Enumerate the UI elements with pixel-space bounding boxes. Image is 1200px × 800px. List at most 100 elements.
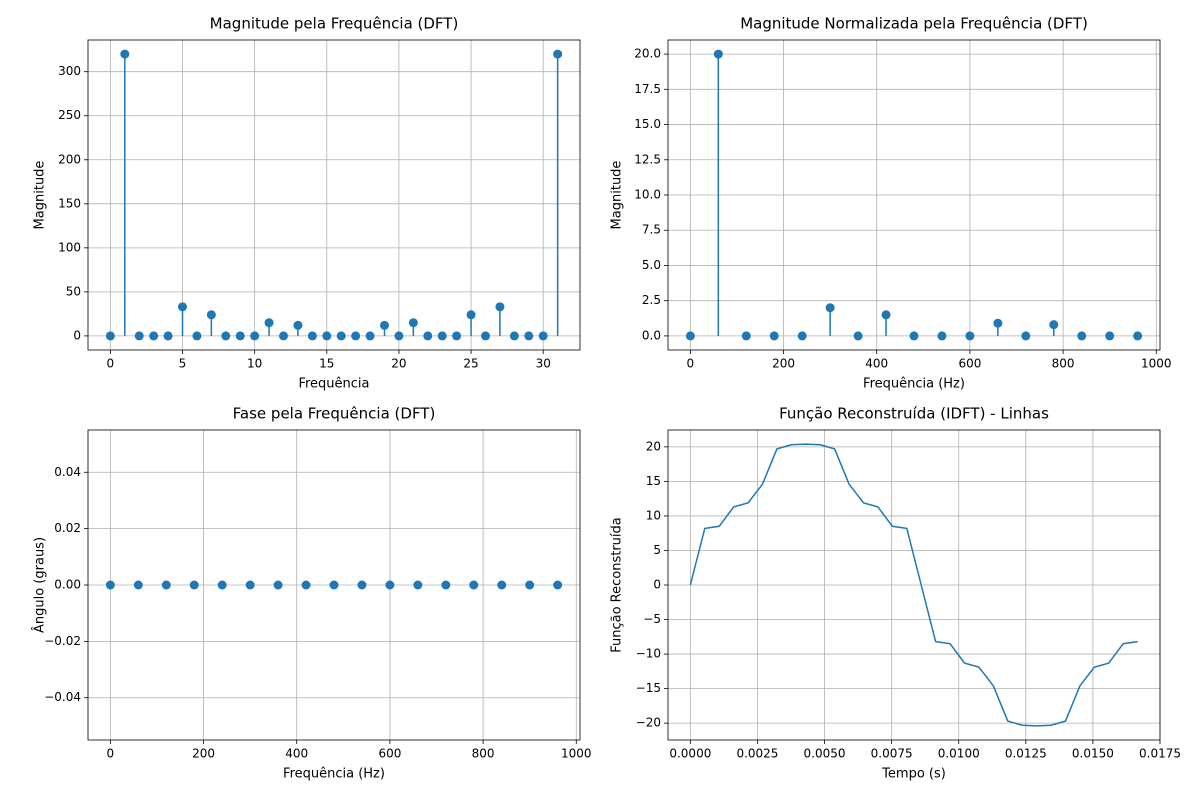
- axes-frame: [667, 39, 1161, 351]
- subplot-title: Função Reconstruída (IDFT) - Linhas: [779, 405, 1049, 423]
- x-axis-label: Frequência (Hz): [283, 767, 385, 782]
- marker: [133, 580, 143, 590]
- y-tick-label: 300: [58, 64, 81, 78]
- y-tick-label: 250: [58, 108, 81, 122]
- marker: [741, 331, 751, 341]
- y-tick-label: 0: [73, 328, 81, 342]
- marker: [329, 580, 339, 590]
- subplot: 0 5 10 15 20 25 30050100150200250300Magnitude …: [33, 15, 581, 392]
- y-tick-label: 10: [646, 508, 661, 522]
- y-tick-label: 5.0: [642, 258, 661, 272]
- marker: [120, 49, 130, 59]
- marker: [937, 331, 947, 341]
- y-tick-label: 200: [58, 152, 81, 166]
- y-tick-label: 20: [646, 439, 661, 453]
- subplot: 0 200 400 600 800 1000 0.0 2.5 5.0 7.5 10.0 12.5 15.…: [610, 15, 1172, 392]
- marker: [379, 320, 389, 330]
- marker: [250, 331, 260, 341]
- marker: [1021, 331, 1031, 341]
- y-tick-label: 0.04: [54, 465, 81, 479]
- x-tick-label: 0: [107, 747, 115, 761]
- x-tick-label: 600: [958, 357, 981, 371]
- marker: [553, 580, 563, 590]
- y-tick-label: −15: [636, 681, 661, 695]
- y-tick-label: 20.0: [634, 47, 661, 61]
- y-axis-label: Função Reconstruída: [610, 517, 625, 653]
- marker: [1105, 331, 1115, 341]
- marker: [538, 331, 548, 341]
- subplot-title: Magnitude Normalizada pela Frequência (D…: [740, 15, 1088, 33]
- marker: [553, 49, 563, 59]
- y-tick-label: 0.0: [642, 328, 661, 342]
- marker: [769, 331, 779, 341]
- x-tick-label: 200: [192, 747, 215, 761]
- x-tick-label: 600: [378, 747, 401, 761]
- x-tick-label: 800: [1052, 357, 1075, 371]
- marker: [509, 331, 519, 341]
- marker: [497, 580, 507, 590]
- y-tick-label: −0.04: [44, 690, 81, 704]
- marker: [336, 331, 346, 341]
- marker: [466, 310, 476, 320]
- marker: [480, 331, 490, 341]
- marker: [437, 331, 447, 341]
- axes-frame: [87, 429, 581, 741]
- x-tick-label: 400: [865, 357, 888, 371]
- x-axis-label: Frequência (Hz): [863, 377, 965, 392]
- x-tick-label: 20: [391, 357, 406, 371]
- marker: [264, 318, 274, 328]
- marker: [1077, 331, 1087, 341]
- marker: [408, 318, 418, 328]
- marker: [797, 331, 807, 341]
- marker: [423, 331, 433, 341]
- x-tick-label: 5: [179, 357, 187, 371]
- marker: [105, 331, 115, 341]
- x-tick-label: 25: [463, 357, 478, 371]
- y-axis-label: Ângulo (graus): [32, 537, 48, 633]
- marker: [273, 580, 283, 590]
- marker: [1049, 320, 1059, 330]
- x-tick-label: 15: [319, 357, 334, 371]
- y-tick-label: 17.5: [634, 82, 661, 96]
- marker: [178, 302, 188, 312]
- marker: [357, 580, 367, 590]
- marker: [206, 310, 216, 320]
- marker: [1133, 331, 1143, 341]
- marker: [221, 331, 231, 341]
- x-tick-label: 30: [536, 357, 551, 371]
- axes-frame: [667, 429, 1161, 741]
- y-tick-label: 0.00: [54, 578, 81, 592]
- marker: [394, 331, 404, 341]
- marker: [685, 331, 695, 341]
- x-tick-label: 0: [687, 357, 695, 371]
- x-tick-label: 0.0075: [871, 747, 913, 761]
- marker: [469, 580, 479, 590]
- x-tick-label: 0: [107, 357, 115, 371]
- marker: [713, 49, 723, 59]
- subplot: 0 200 400 600 800 1000 −0.04 −0.02 0.00 0.02 0.04 F…: [32, 405, 592, 782]
- y-tick-label: 150: [58, 196, 81, 210]
- y-tick-label: −20: [636, 716, 661, 730]
- x-axis-label: Tempo (s): [881, 767, 946, 782]
- y-tick-label: 0: [653, 578, 661, 592]
- x-tick-label: 0.0125: [1005, 747, 1047, 761]
- x-tick-label: 1000: [1141, 357, 1172, 371]
- marker: [322, 331, 332, 341]
- marker: [279, 331, 289, 341]
- subplot-title: Magnitude pela Frequência (DFT): [210, 15, 459, 33]
- marker: [307, 331, 317, 341]
- x-tick-label: 0.0050: [804, 747, 846, 761]
- y-tick-label: −5: [643, 612, 661, 626]
- x-tick-label: 800: [472, 747, 495, 761]
- y-tick-label: 15: [646, 474, 661, 488]
- y-tick-label: 50: [66, 284, 81, 298]
- marker: [134, 331, 144, 341]
- y-tick-label: 15.0: [634, 117, 661, 131]
- marker: [365, 331, 375, 341]
- marker: [909, 331, 919, 341]
- marker: [853, 331, 863, 341]
- x-tick-label: 10: [247, 357, 262, 371]
- marker: [163, 331, 173, 341]
- marker: [189, 580, 199, 590]
